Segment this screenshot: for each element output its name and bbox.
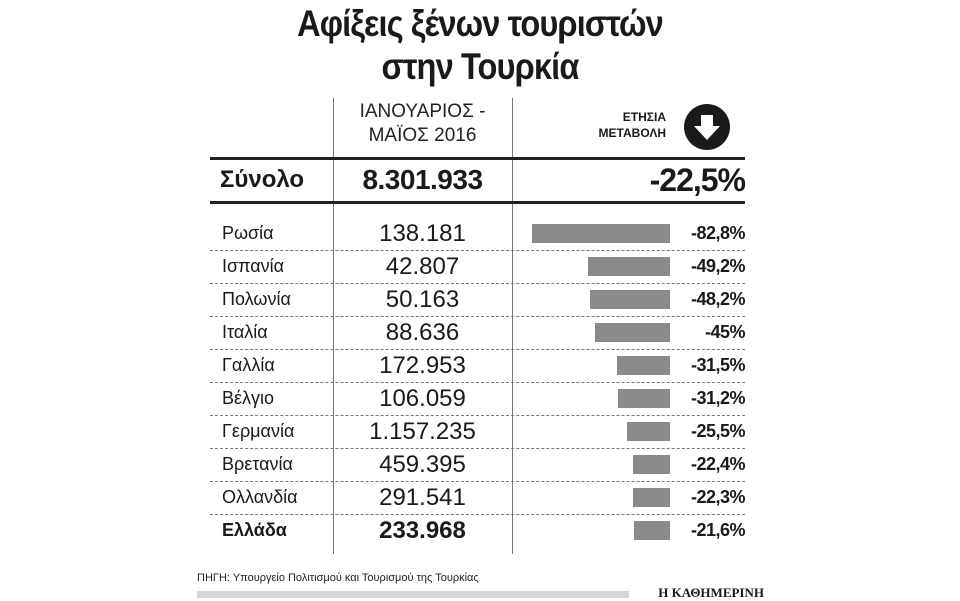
arrivals-value: 106.059 (379, 385, 466, 412)
row-divider (210, 283, 745, 284)
row-divider (210, 448, 745, 449)
change-value: -25,5% (690, 421, 746, 441)
period-header: ΙΑΝΟΥΑΡΙΟΣ - ΜΑΪΟΣ 2016 (333, 100, 512, 148)
title-line-2: στην Τουρκία (381, 46, 580, 87)
total-label: Σύνολο (220, 166, 305, 193)
row-divider (210, 382, 745, 383)
row-divider (210, 349, 745, 350)
arrivals-value: 291.541 (379, 484, 466, 511)
arrivals-value: 459.395 (379, 451, 466, 478)
change-bar (589, 290, 670, 309)
total-change: -22,5% (649, 162, 746, 198)
table-row: Βρετανία 459.395 -22,4% (210, 449, 746, 482)
row-divider (210, 250, 745, 251)
change-bar (627, 422, 670, 441)
arrivals-value: 42.807 (385, 253, 460, 280)
row-divider (210, 316, 745, 317)
table-row: Ρωσία 138.181 -82,8% (210, 218, 746, 251)
table-row: Ολλανδία 291.541 -22,3% (210, 482, 746, 515)
total-rule-bottom (210, 201, 745, 204)
country-name: Ρωσία (222, 223, 274, 243)
change-header-line-2: ΜΕΤΑΒΟΛΗ (598, 126, 666, 140)
country-name: Βρετανία (222, 454, 293, 474)
change-value: -22,3% (690, 487, 746, 507)
title-line-1: Αφίξεις ξένων τουριστών (297, 3, 664, 44)
down-arrow-circle-icon (684, 104, 730, 150)
change-bar (632, 488, 670, 507)
period-header-line-1: ΙΑΝΟΥΑΡΙΟΣ - (359, 101, 486, 122)
country-name: Βέλγιο (222, 388, 275, 408)
arrivals-value: 88.636 (385, 319, 460, 346)
total-value: 8.301.933 (362, 164, 483, 195)
chart-title: Αφίξεις ξένων τουριστών στην Τουρκία (58, 2, 903, 88)
arrivals-value: 1.157.235 (369, 418, 476, 445)
total-rule-top (210, 157, 745, 160)
change-bar (632, 455, 670, 474)
period-header-line-2: ΜΑΪΟΣ 2016 (368, 125, 477, 146)
country-name: Πολωνία (222, 289, 291, 309)
change-header: ΕΤΗΣΙΑ ΜΕΤΑΒΟΛΗ (560, 109, 666, 141)
change-value: -31,5% (690, 355, 746, 375)
table-row: Γερμανία 1.157.235 -25,5% (210, 416, 746, 449)
table-row: Ελλάδα 233.968 -21,6% (210, 515, 746, 548)
change-value: -21,6% (690, 520, 746, 540)
change-bar (587, 257, 670, 276)
column-divider-right (512, 98, 513, 554)
change-value: -31,2% (690, 388, 746, 408)
row-divider (210, 415, 745, 416)
country-name: Ισπανία (222, 256, 285, 276)
country-name: Ελλάδα (222, 520, 287, 540)
row-divider (210, 481, 745, 482)
change-value: -82,8% (690, 223, 746, 243)
arrivals-value: 50.163 (385, 286, 460, 313)
table-row: Ισπανία 42.807 -49,2% (210, 251, 746, 284)
change-value: -45% (704, 322, 746, 342)
change-bar (594, 323, 670, 342)
change-value: -22,4% (690, 454, 746, 474)
arrivals-value: 138.181 (379, 220, 466, 247)
footer-bar (197, 591, 629, 598)
country-name: Ιταλία (222, 322, 268, 342)
country-name: Ολλανδία (222, 487, 298, 507)
row-divider (210, 514, 745, 515)
table-row: Βέλγιο 106.059 -31,2% (210, 383, 746, 416)
change-value: -48,2% (690, 289, 746, 309)
change-header-line-1: ΕΤΗΣΙΑ (622, 110, 666, 124)
table-row: Γαλλία 172.953 -31,5% (210, 350, 746, 383)
arrivals-value: 233.968 (379, 517, 466, 544)
change-bar (633, 521, 670, 540)
source-note: ΠΗΓΗ: Υπουργείο Πολιτισμού και Τουρισμού… (197, 572, 479, 584)
column-divider-left (333, 98, 334, 554)
country-name: Γερμανία (222, 421, 295, 441)
publisher-logo: Η ΚΑΘΗΜΕΡΙΝΗ (658, 585, 764, 600)
table-row: Ιταλία 88.636 -45% (210, 317, 746, 350)
table-row: Πολωνία 50.163 -48,2% (210, 284, 746, 317)
country-name: Γαλλία (222, 355, 275, 375)
change-bar (617, 389, 670, 408)
change-bar (531, 224, 670, 243)
arrivals-value: 172.953 (379, 352, 466, 379)
change-bar (617, 356, 670, 375)
change-value: -49,2% (690, 256, 746, 276)
